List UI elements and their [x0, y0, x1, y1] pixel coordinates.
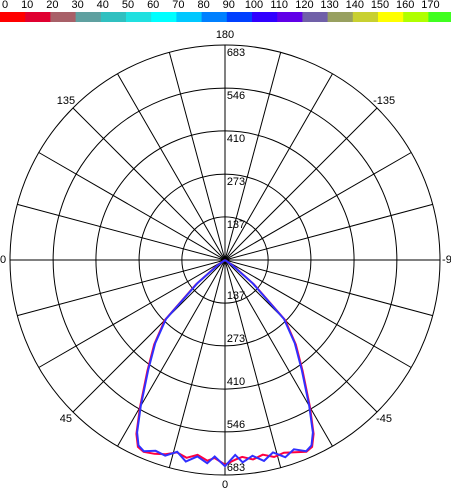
angle-label: 0	[222, 479, 228, 491]
ring	[181, 216, 269, 304]
angle-label: -135	[373, 95, 395, 107]
colorbar-label: 100	[245, 0, 263, 11]
colorbar-segment	[226, 12, 253, 22]
colorbar-label: 80	[197, 0, 209, 11]
ring-label: 410	[227, 376, 245, 388]
ring	[52, 87, 398, 433]
colorbar-segment	[100, 12, 127, 22]
colorbar-label: 90	[223, 0, 235, 11]
colorbar-label: 20	[46, 0, 58, 11]
colorbar-label: 50	[122, 0, 134, 11]
colorbar-label: 30	[71, 0, 83, 11]
colorbar-label: 0	[2, 0, 8, 11]
ring-label: 683	[227, 462, 245, 474]
angle-label: 180	[216, 29, 234, 41]
colorbar-segment	[151, 12, 177, 22]
ring-label: 137	[227, 290, 245, 302]
colorbar-segment	[50, 12, 77, 22]
colorbar-segment	[176, 12, 203, 22]
colorbar-label: 170	[421, 0, 439, 11]
colorbar-label: 140	[346, 0, 364, 11]
colorbar-label: 130	[320, 0, 338, 11]
angle-label: 90	[0, 254, 6, 266]
ring-label: 273	[227, 333, 245, 345]
angle-label: 135	[57, 95, 75, 107]
colorbar-label: 70	[172, 0, 184, 11]
colorbar-label: 10	[21, 0, 33, 11]
ring-label: 546	[227, 419, 245, 431]
intensity-curve	[136, 259, 314, 468]
colorbar-label: 150	[371, 0, 389, 11]
ring	[95, 130, 355, 390]
colorbar-segment	[252, 12, 278, 22]
colorbar-segment	[25, 12, 51, 22]
colorbar-segment	[428, 12, 451, 22]
colorbar-label: 110	[270, 0, 288, 11]
angle-label: 45	[60, 413, 72, 425]
ring-label: 273	[227, 176, 245, 188]
colorbar-segment	[378, 12, 404, 22]
colorbar-label: 60	[147, 0, 159, 11]
colorbar-segment	[201, 12, 228, 22]
angle-label: -90	[442, 254, 451, 266]
ring-label: 410	[227, 133, 245, 145]
ring	[9, 44, 441, 476]
ring	[138, 173, 312, 347]
colorbar-segment	[277, 12, 303, 22]
colorbar-segment	[0, 12, 26, 22]
colorbar-segment	[302, 12, 329, 22]
ring-label: 546	[227, 90, 245, 102]
colorbar-label: 160	[396, 0, 414, 11]
ring-label: 137	[227, 219, 245, 231]
colorbar-segment	[75, 12, 102, 22]
colorbar-label: 120	[295, 0, 313, 11]
angle-label: -45	[376, 413, 392, 425]
colorbar-label: 40	[97, 0, 109, 11]
colorbar-segment	[403, 12, 429, 22]
colorbar-segment	[352, 12, 379, 22]
ring-label: 683	[227, 47, 245, 59]
colorbar-segment	[327, 12, 354, 22]
colorbar-segment	[126, 12, 152, 22]
